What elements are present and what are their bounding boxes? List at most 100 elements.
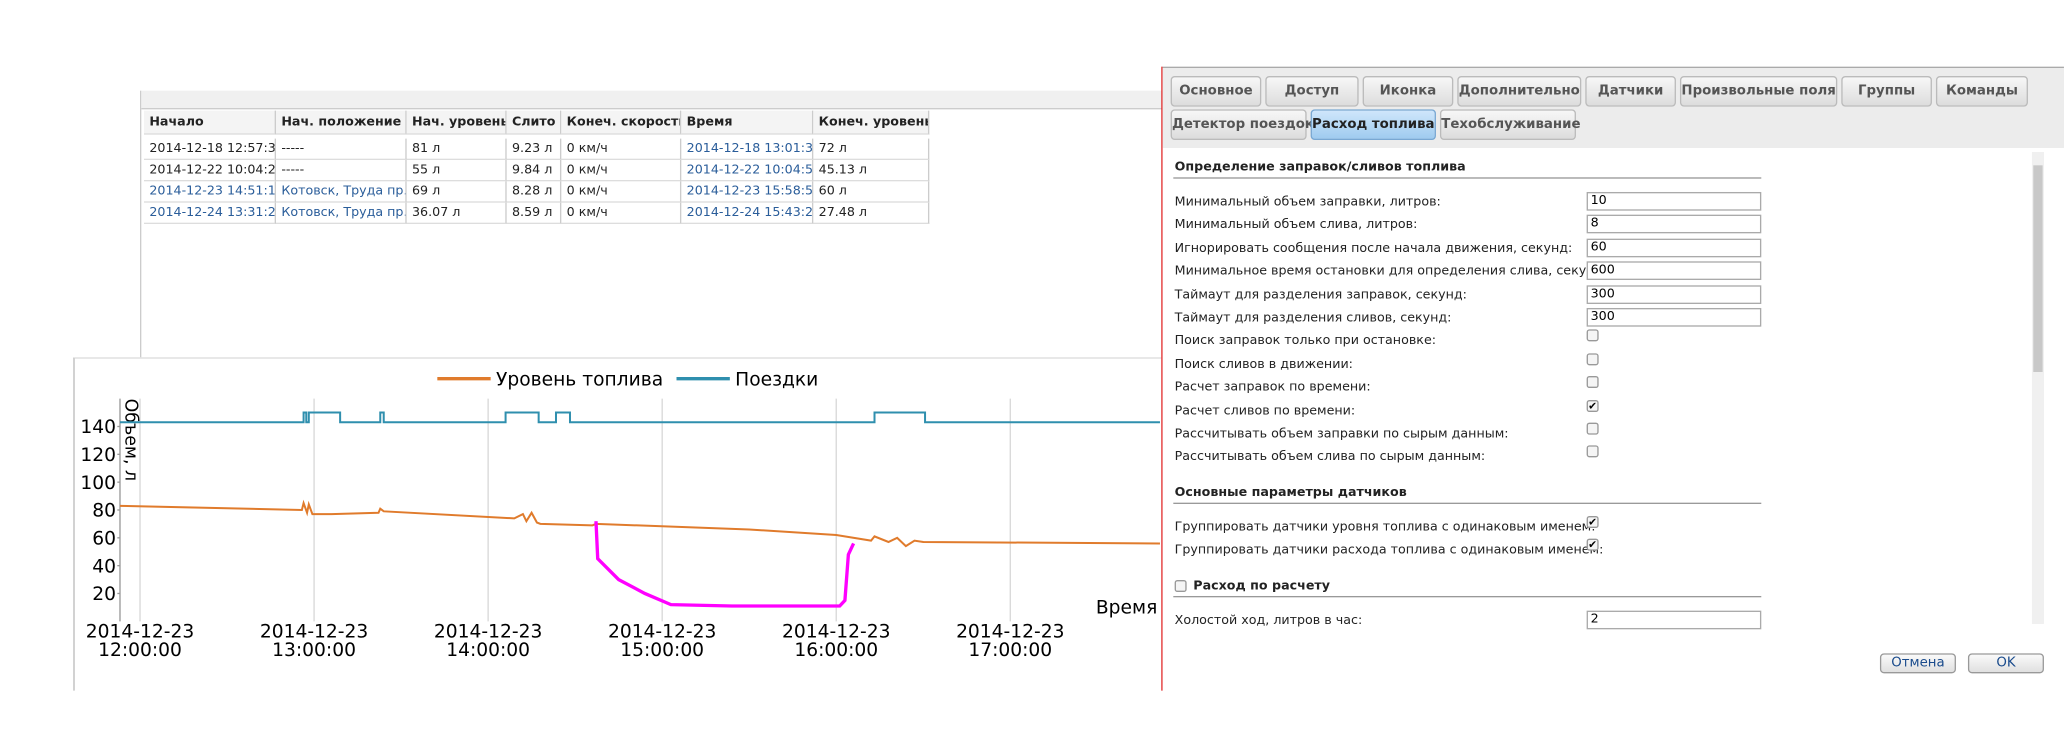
text-input[interactable]: 600 [1586,261,1762,281]
y-tick-label: 100 [80,473,116,494]
text-input[interactable]: 60 [1586,238,1762,258]
x-tick-label: 2014-12-23 [956,621,1064,642]
field-label: Рассчитывать объем заправки по сырым дан… [1174,426,1509,442]
x-tick-label: 12:00:00 [98,640,182,661]
tab[interactable]: Датчики [1585,75,1676,107]
dialog [1162,66,2064,694]
table-cell: 8.59 л [506,202,562,224]
text-input[interactable]: 10 [1586,191,1762,211]
field-label: Таймаут для разделения сливов, секунд: [1174,310,1452,326]
tab[interactable]: Группы [1841,75,1932,107]
tab[interactable]: Произвольные поля [1679,75,1838,107]
highlight-line [594,521,856,608]
divider [1161,66,1163,691]
table-cell: 27.48 л [813,202,930,224]
section-title: Расход по расчету [1193,578,1331,593]
y-tick-label: 120 [80,445,116,466]
text-input[interactable]: 2 [1586,610,1762,629]
section-rule [1173,595,1762,597]
button[interactable]: Отмена [1879,653,1956,674]
series-line [119,411,1160,424]
field-label: Минимальный объем заправки, литров: [1174,194,1441,210]
y-tick-label: 140 [80,417,116,438]
field-label: Расчет заправок по времени: [1174,380,1371,395]
table-cell: 2014-12-22 10:04:28 [143,159,276,182]
table-cell[interactable]: 2014-12-23 14:51:12 [143,181,276,203]
field-label: Холостой ход, литров в час: [1174,612,1363,628]
table-cell[interactable]: 2014-12-24 15:43:25 [681,202,814,224]
table-cell: 69 л [406,181,507,203]
text-input[interactable]: 300 [1586,284,1762,304]
table-cell[interactable]: 2014-12-23 15:58:51 [681,181,814,203]
y-tick-label: 80 [92,501,116,522]
checkbox[interactable] [1586,422,1599,435]
scroll-thumb[interactable] [2033,165,2043,372]
tab[interactable]: Детектор поездок [1170,109,1314,140]
tab[interactable]: Доступ [1265,75,1359,107]
y-tick-label: 20 [92,584,116,605]
table-cell[interactable]: 2014-12-18 13:01:38 [681,138,814,160]
checkbox[interactable]: ✔ [1586,538,1599,551]
checkbox[interactable]: ✔ [1586,515,1599,528]
section-rule [1173,177,1762,179]
column-header: Конеч. уровень [813,110,930,135]
table-cell: 60 л [813,181,930,203]
text-input[interactable]: 8 [1586,215,1762,234]
table-cell: 0 км/ч [561,202,682,224]
table-cell: 9.84 л [506,159,562,182]
tab[interactable]: Иконка [1362,75,1454,107]
tab[interactable]: Техобслуживание [1439,109,1581,140]
column-header: Начало [143,110,276,135]
table-cell: 0 км/ч [561,159,682,182]
table-cell[interactable]: Котовск, Труда пр. [275,202,407,224]
tab[interactable]: Основное [1170,75,1262,107]
field-label: Таймаут для разделения заправок, секунд: [1174,287,1467,303]
toolbar [141,90,1163,110]
field-label: Группировать датчики расхода топлива с о… [1174,542,1604,558]
table-cell: 36.07 л [406,202,507,224]
scrollbar[interactable] [2031,151,2044,624]
legend-label: Уровень топлива [496,369,663,390]
x-tick-label: 17:00:00 [968,640,1052,661]
tab[interactable]: Дополнительно [1457,75,1582,107]
checkbox[interactable] [1174,579,1187,592]
tab[interactable]: Команды [1935,75,2028,107]
field-label: Рассчитывать объем слива по сырым данным… [1174,449,1486,465]
field-label: Поиск заправок только при остановке: [1174,333,1437,349]
table-cell[interactable]: 2014-12-24 13:31:25 [143,202,276,224]
button[interactable]: OK [1967,653,2044,674]
x-axis-label: Время [1096,597,1157,618]
text-input[interactable]: 300 [1586,307,1762,327]
table-cell: 45.13 л [813,159,930,182]
table-cell: 8.28 л [506,181,562,203]
x-tick-label: 2014-12-23 [260,621,368,642]
checkbox[interactable] [1586,329,1599,342]
field-label: Игнорировать сообщения после начала движ… [1174,241,1573,256]
table-cell[interactable]: 2014-12-22 10:04:58 [681,159,814,182]
checkbox[interactable] [1586,376,1599,389]
legend-label: Поездки [735,369,818,390]
table-cell: 55 л [406,159,507,182]
checkbox[interactable] [1586,445,1599,458]
tab[interactable]: Расход топлива [1310,109,1436,140]
table-cell: ----- [275,138,407,160]
x-tick-label: 2014-12-23 [434,621,542,642]
table-cell: 72 л [813,138,930,160]
checkbox[interactable]: ✔ [1586,399,1599,412]
x-tick-label: 15:00:00 [620,640,704,661]
field-label: Минимальное время остановки для определе… [1174,264,1608,279]
y-tick-label: 60 [92,528,116,549]
field-label: Минимальный объем слива, литров: [1174,217,1418,233]
table-cell: 0 км/ч [561,138,682,160]
section-rule [1173,502,1762,504]
table-cell: 0 км/ч [561,181,682,203]
table-cell[interactable]: Котовск, Труда пр. [275,181,407,203]
x-tick-label: 14:00:00 [446,640,530,661]
table-cell: ----- [275,159,407,182]
x-tick-label: 2014-12-23 [86,621,194,642]
checkbox[interactable] [1586,353,1599,366]
y-tick-label: 40 [92,556,116,577]
